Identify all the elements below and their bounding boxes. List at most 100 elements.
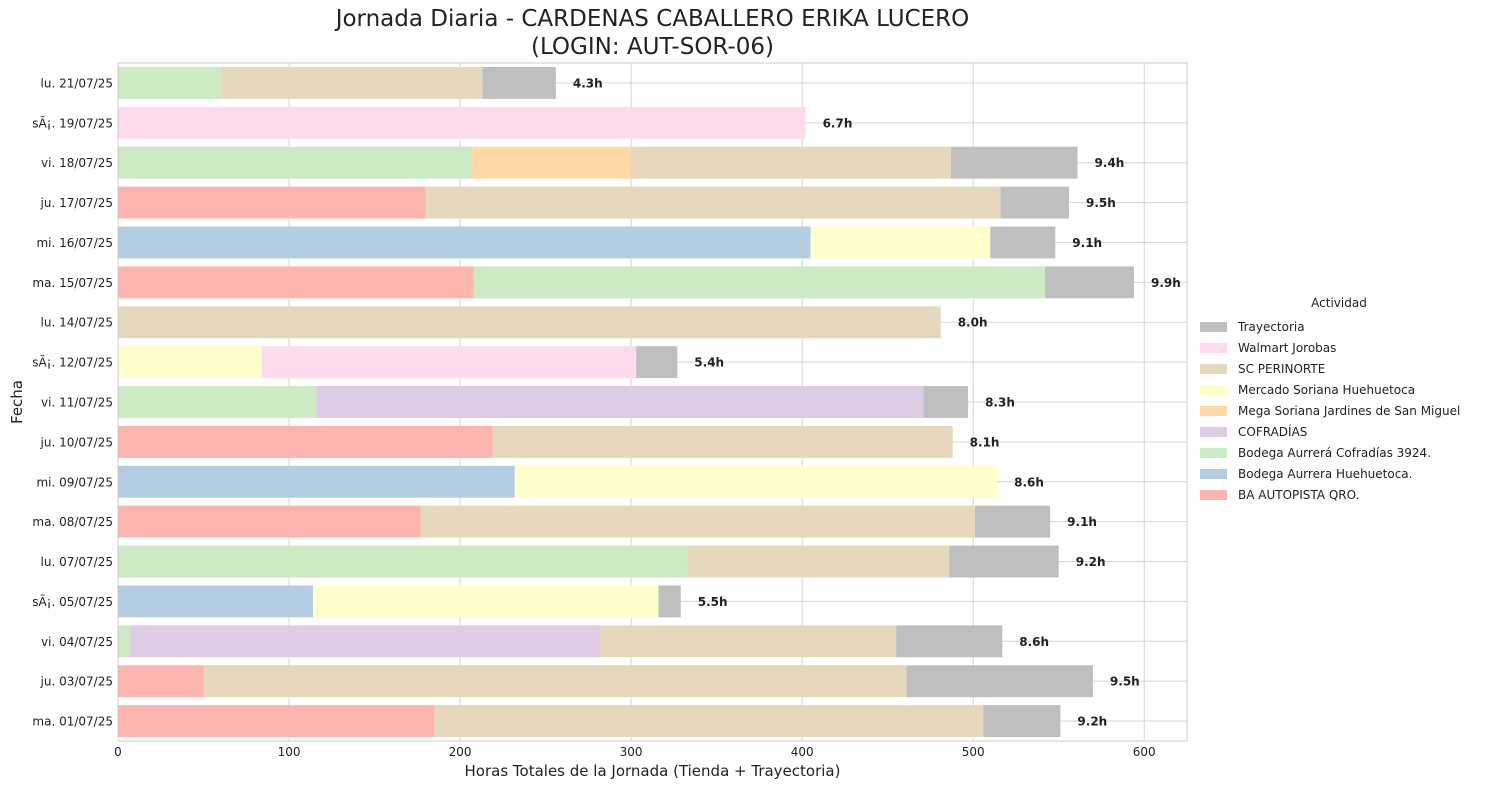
y-tick-label: ma. 01/07/25: [32, 715, 113, 729]
x-tick-label: 400: [791, 745, 814, 759]
bar-segment: [118, 585, 313, 618]
bar-segment: [420, 505, 975, 538]
legend-swatch: [1200, 489, 1227, 500]
y-tick-label: ju. 03/07/25: [40, 675, 113, 689]
legend-swatch: [1200, 321, 1227, 332]
bar-segment: [118, 425, 493, 458]
legend-item: Mercado Soriana Huehuetoca: [1196, 379, 1482, 400]
bar-segment: [118, 306, 941, 339]
total-hours-label: 9.2h: [1077, 715, 1107, 729]
bar-segment: [118, 705, 435, 738]
bar-segment: [949, 545, 1059, 578]
plot-border: [117, 62, 1188, 742]
total-hours-label: 9.1h: [1072, 236, 1102, 250]
total-hours-label: 9.9h: [1151, 276, 1181, 290]
total-hours-label: 8.6h: [1014, 475, 1044, 489]
legend-label: SC PERINORTE: [1238, 361, 1326, 376]
bar-segment: [974, 505, 1051, 538]
legend-swatch: [1200, 384, 1227, 395]
chart-title-line-1: Jornada Diaria - CARDENAS CABALLERO ERIK…: [335, 6, 970, 32]
legend-label: COFRADÍAS: [1238, 424, 1308, 439]
bar-segment: [316, 386, 924, 418]
bar-segment: [312, 585, 659, 618]
y-tick-label: ju. 17/07/25: [40, 196, 113, 210]
bar-segment: [118, 386, 317, 418]
y-tick-label: sÃ¡. 12/07/25: [32, 355, 113, 370]
y-tick-label: sÃ¡. 05/07/25: [32, 594, 113, 609]
bar-segment: [906, 665, 1093, 698]
bar-segment: [810, 226, 991, 259]
legend-item: Trayectoria: [1196, 316, 1482, 337]
total-hours-label: 5.5h: [698, 595, 728, 609]
y-tick-label: mi. 16/07/25: [36, 236, 113, 250]
bar-segment: [118, 146, 473, 179]
total-hours-label: 4.3h: [573, 76, 603, 90]
total-hours-label: 5.4h: [694, 356, 724, 370]
bar-segment: [118, 266, 474, 299]
bar-segment: [482, 66, 556, 99]
legend-label: Trayectoria: [1238, 319, 1305, 334]
bar-segment: [118, 186, 426, 219]
bar-segment: [261, 346, 637, 379]
legend-label: Mercado Soriana Huehuetoca: [1238, 382, 1416, 397]
bar-segment: [118, 505, 421, 538]
y-tick-label: ma. 08/07/25: [32, 515, 113, 529]
legend-swatch: [1200, 447, 1227, 458]
total-hours-label: 8.3h: [985, 396, 1015, 410]
legend-label: Mega Soriana Jardines de San Miguel: [1238, 403, 1461, 418]
bar-segment: [658, 585, 681, 618]
x-tick-label: 500: [962, 745, 985, 759]
bar-segment: [600, 625, 897, 658]
total-hours-label: 9.1h: [1067, 515, 1097, 529]
bar-segment: [983, 705, 1061, 738]
legend-label: BA AUTOPISTA QRO.: [1238, 487, 1360, 502]
x-tick-label: 200: [449, 745, 472, 759]
bar-segment: [950, 146, 1078, 179]
chart-title-line-2: (LOGIN: AUT-SOR-06): [530, 34, 775, 60]
y-tick-label: lu. 07/07/25: [41, 555, 113, 569]
legend-item: Bodega Aurrera Huehuetoca.: [1196, 463, 1482, 484]
legend-swatch: [1200, 468, 1227, 479]
legend-item: SC PERINORTE: [1196, 358, 1482, 379]
labels: 0 100 200 300 400 500 600 lu. 21/07/25 sÃ¡. 19/0…: [32, 76, 1181, 759]
y-tick-label: vi. 11/07/25: [41, 396, 113, 410]
x-axis-label: Horas Totales de la Jornada (Tienda + Tr…: [464, 762, 841, 780]
bar-segment: [118, 226, 811, 259]
y-tick-label: vi. 18/07/25: [41, 156, 113, 170]
bar-segment: [118, 106, 806, 139]
legend-title: Actividad: [1311, 296, 1367, 310]
bar-segment: [631, 146, 951, 179]
legend-item: BA AUTOPISTA QRO.: [1196, 484, 1482, 505]
y-tick-label: sÃ¡. 19/07/25: [32, 115, 113, 130]
legend-item: Bodega Aurrerá Cofradías 3924.: [1196, 442, 1482, 463]
bar-segment: [118, 665, 204, 698]
total-hours-label: 8.6h: [1019, 635, 1049, 649]
x-tick-label: 600: [1133, 745, 1156, 759]
plot-frame: [117, 62, 1188, 742]
total-hours-label: 6.7h: [823, 116, 853, 130]
bar-segment: [203, 665, 907, 698]
bar-segment: [118, 545, 688, 578]
bar-segment: [129, 625, 601, 658]
bar-segment: [636, 346, 678, 379]
y-tick-label: mi. 09/07/25: [36, 475, 113, 489]
bar-segment: [492, 425, 953, 458]
x-tick-label: 0: [114, 745, 122, 759]
bar-segment: [473, 266, 1046, 299]
bar-segment: [687, 545, 950, 578]
total-hours-label: 8.0h: [958, 316, 988, 330]
bar-segment: [896, 625, 1003, 658]
bar-segment: [220, 66, 483, 99]
x-tick-label: 100: [278, 745, 301, 759]
legend-item: Mega Soriana Jardines de San Miguel: [1196, 400, 1482, 421]
bar-segment: [1045, 266, 1134, 299]
legend-label: Bodega Aurrerá Cofradías 3924.: [1238, 445, 1432, 460]
x-tick-label: 300: [620, 745, 643, 759]
total-hours-label: 9.5h: [1110, 675, 1140, 689]
legend-swatch: [1200, 426, 1227, 437]
bar-segment: [1000, 186, 1069, 219]
legend: Actividad Trayectoria Walmart Jorobas SC P…: [1196, 296, 1482, 505]
legend-swatch: [1200, 363, 1227, 374]
y-tick-label: lu. 21/07/25: [41, 76, 113, 90]
